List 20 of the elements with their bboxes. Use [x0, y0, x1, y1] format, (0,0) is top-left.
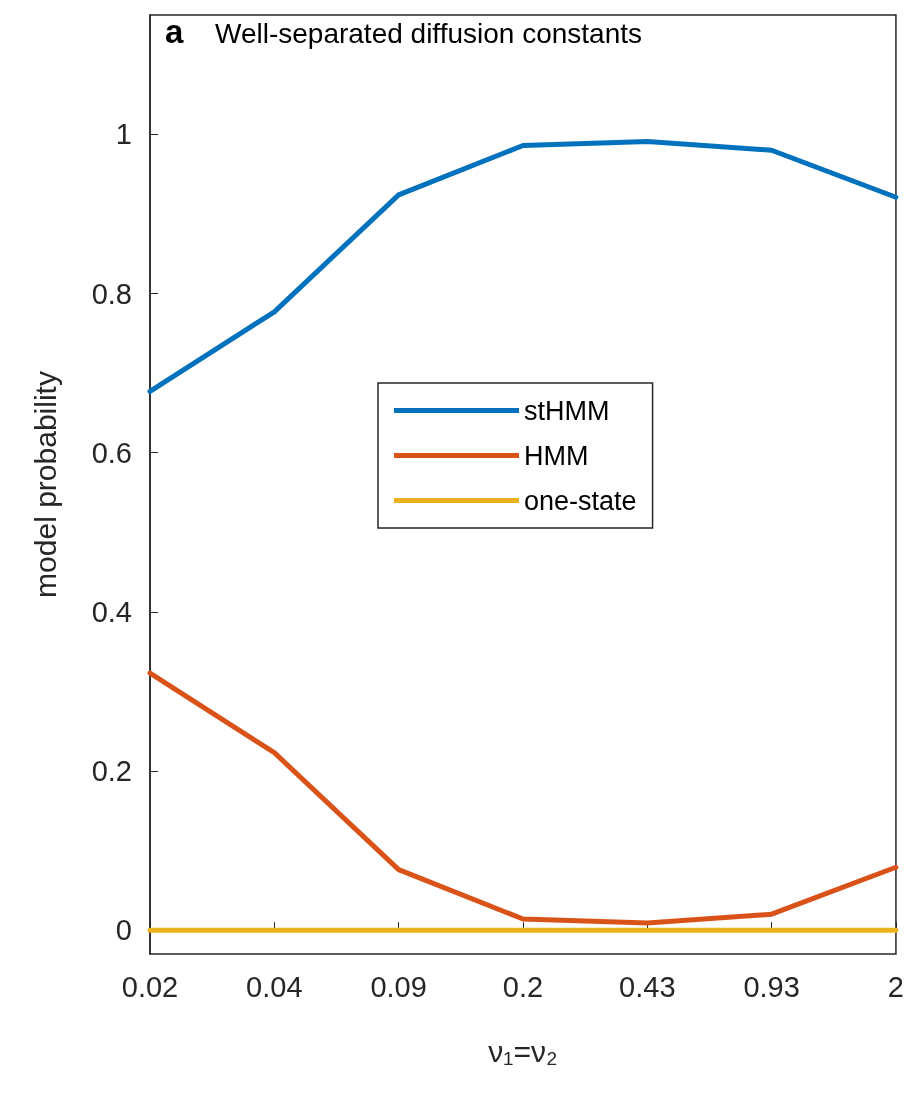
- x-tick-label: 0.93: [743, 970, 800, 1003]
- x-tick-label: 2: [887, 970, 905, 1003]
- y-tick-label: 0.6: [91, 436, 132, 469]
- y-tick-label: 0.4: [91, 595, 132, 628]
- x-axis-title: ν₁=ν₂: [488, 1034, 558, 1068]
- x-tick-label: 0.09: [370, 970, 427, 1003]
- annotation: a: [165, 13, 184, 50]
- y-tick-label: 1: [115, 118, 132, 151]
- legend-label: stHMM: [524, 395, 610, 426]
- legend-label: HMM: [524, 440, 589, 471]
- x-tick-label: 0.43: [619, 970, 676, 1003]
- legend-label: one-state: [524, 485, 637, 516]
- y-axis-title: model probability: [28, 371, 62, 598]
- y-tick-label: 0.8: [91, 277, 132, 310]
- y-tick-label: 0.2: [91, 754, 132, 787]
- x-tick-label: 0.02: [121, 970, 179, 1003]
- chart-title: Well-separated diffusion constants: [215, 17, 642, 49]
- x-tick-label: 0.2: [502, 970, 544, 1003]
- x-tick-label: 0.04: [246, 970, 303, 1003]
- y-tick-label: 0: [115, 914, 132, 947]
